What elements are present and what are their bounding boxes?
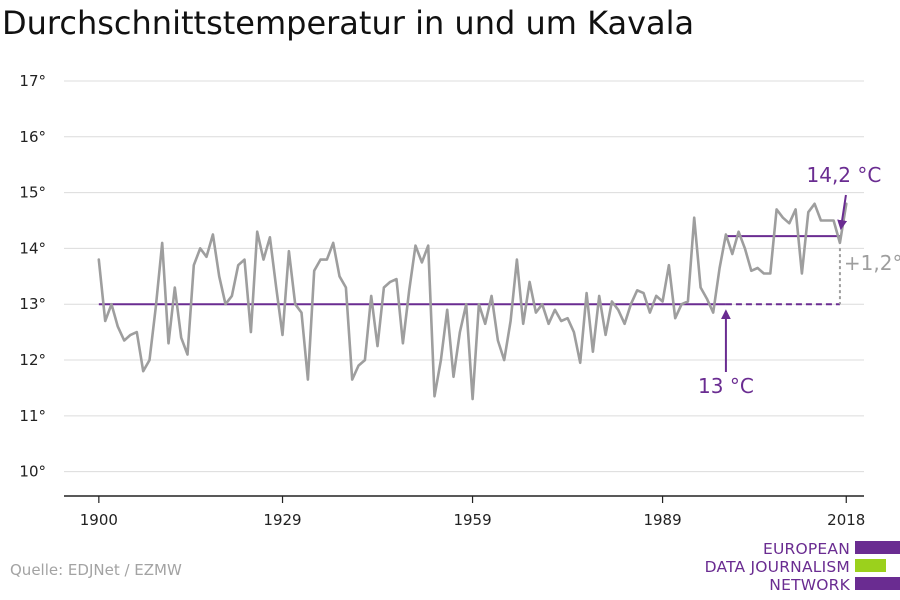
edjnet-logo: EUROPEAN DATA JOURNALISM NETWORK (700, 540, 900, 596)
recent-mean-arrow (837, 194, 848, 231)
x-tick-label: 1929 (263, 511, 301, 529)
gridlines (64, 80, 864, 473)
y-axis-ticks: 10° 11° 12° 13° 14° 15° 16° 17° (19, 72, 46, 481)
y-tick-label: 17° (19, 72, 46, 90)
difference-label: +1,2° (844, 251, 900, 275)
temperature-line (97, 202, 848, 401)
x-tick-label: 2018 (827, 511, 865, 529)
logo-bar (855, 577, 900, 590)
x-tick-label: 1959 (453, 511, 491, 529)
chart-title: Durchschnittstemperatur in und um Kavala (2, 4, 695, 42)
logo-line: DATA JOURNALISM (704, 558, 850, 576)
y-tick-label: 14° (19, 239, 46, 257)
y-tick-label: 11° (19, 407, 46, 425)
y-tick-label: 13° (19, 295, 46, 313)
logo-bar (855, 559, 886, 572)
y-tick-label: 10° (19, 463, 46, 481)
baseline-label: 13 °C (698, 374, 754, 398)
temperature-series (97, 202, 848, 401)
x-axis-ticks: 1900 1929 1959 1989 2018 (80, 496, 865, 529)
y-tick-label: 12° (19, 351, 46, 369)
x-tick-label: 1900 (80, 511, 118, 529)
reference-lines (98, 235, 840, 306)
logo-bar (855, 541, 900, 554)
x-tick-label: 1989 (643, 511, 681, 529)
annotations: 13 °C 14,2 °C +1,2° (698, 163, 900, 398)
logo-line: EUROPEAN (762, 540, 850, 558)
logo-text: EUROPEAN DATA JOURNALISM NETWORK (705, 540, 850, 594)
recent-mean-label: 14,2 °C (807, 163, 882, 187)
y-tick-label: 15° (19, 184, 46, 202)
source-note: Quelle: EDJNet / EZMW (10, 561, 182, 579)
logo-line: NETWORK (769, 576, 850, 594)
y-tick-label: 16° (19, 128, 46, 146)
